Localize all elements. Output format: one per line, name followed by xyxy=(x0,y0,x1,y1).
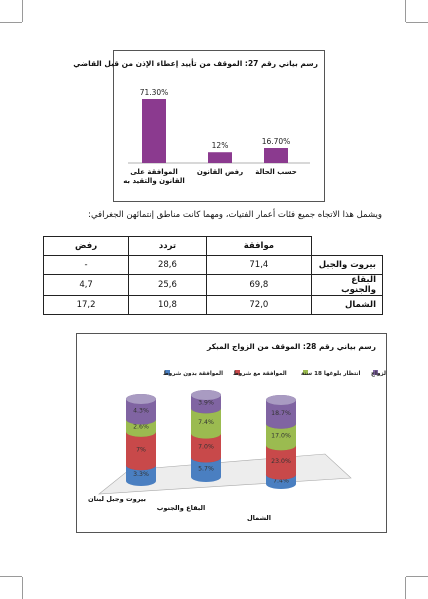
segment-value-label: 7% xyxy=(136,447,146,454)
table-cell: 25,6 xyxy=(128,274,207,296)
table-row: بيروت والجبل 71,4 28,6 - xyxy=(42,255,383,275)
segment-value-label: 18.7% xyxy=(271,410,291,417)
table-cell: - xyxy=(42,255,130,275)
cylinder-segment xyxy=(126,431,156,471)
crop-mark xyxy=(406,22,428,23)
bar xyxy=(264,148,288,163)
segment-value-label: 2.6% xyxy=(133,424,149,431)
category-label: بيروت وجبل لبنان xyxy=(88,495,146,503)
category-label: البقاع والجنوب xyxy=(157,504,206,512)
table-row: البقاع والجنوب 69,8 25,6 4,7 xyxy=(42,274,383,296)
bar xyxy=(142,99,166,163)
category-label: الموافقة على xyxy=(130,168,178,176)
legend-swatch xyxy=(235,370,240,375)
segment-value-label: 3.9% xyxy=(198,400,214,407)
cylinder-cap xyxy=(191,390,221,400)
chart-27-title: رسم بياني رقم 27: الموقف من تأييد إعطاء … xyxy=(73,59,318,68)
crop-mark xyxy=(405,577,406,599)
cylinder-cap xyxy=(126,394,156,404)
segment-value-label: 7.4% xyxy=(198,419,214,426)
table-cell: 71,4 xyxy=(205,255,313,275)
table-cell: 72,0 xyxy=(205,295,313,315)
category-label: الشمال xyxy=(247,514,271,522)
bar-value-label: 71.30% xyxy=(140,88,169,97)
segment-value-label: 7.0% xyxy=(198,444,214,451)
chart-28-box: رسم بياني رقم 28: الموقف من الزواج المبك… xyxy=(76,333,387,533)
category-label: القانون والتقيد به xyxy=(123,177,185,185)
table-header: موافقة xyxy=(205,236,313,256)
cylinder-segment xyxy=(266,400,296,429)
chart-28-title: رسم بياني رقم 28: الموقف من الزواج المبك… xyxy=(206,342,376,351)
table-row: الشمال 72,0 10,8 17,2 xyxy=(42,295,383,315)
table-row-label: الشمال xyxy=(311,295,383,315)
legend-label: رفض الزواج xyxy=(371,371,386,377)
table-corner xyxy=(311,236,383,256)
legend-swatch xyxy=(165,370,170,375)
table-cell: 28,6 xyxy=(128,255,207,275)
cylinder-segment xyxy=(191,433,221,463)
segment-value-label: 7.4% xyxy=(273,477,289,484)
body-paragraph: ويشمل هذا الاتجاه جميع فئات أعمار الفتيا… xyxy=(88,210,382,220)
cylinder-segment xyxy=(266,445,296,480)
table-cell: 10,8 xyxy=(128,295,207,315)
crop-mark xyxy=(405,0,406,22)
data-table: موافقة تردد رفض بيروت والجبل 71,4 28,6 -… xyxy=(42,236,383,315)
table-header: رفض xyxy=(42,236,130,256)
crop-mark xyxy=(406,576,428,577)
chart-27-box: رسم بياني رقم 27: الموقف من تأييد إعطاء … xyxy=(73,50,325,202)
category-label: حسب الحالة xyxy=(255,168,297,176)
table-cell: 17,2 xyxy=(42,295,130,315)
cylinder-segment xyxy=(126,465,156,486)
table-cell: 69,8 xyxy=(205,274,313,296)
cylinder-segment xyxy=(126,419,156,437)
legend-label: انتظار بلوغها 18 سنة xyxy=(301,371,360,377)
crop-mark xyxy=(0,576,22,577)
crop-mark xyxy=(22,577,23,599)
segment-value-label: 5.7% xyxy=(198,465,214,472)
bar-value-label: 16.70% xyxy=(262,137,291,146)
legend-label: الموافقة مع شروط xyxy=(233,371,287,377)
bar-value-label: 12% xyxy=(212,141,229,150)
crop-mark xyxy=(0,22,22,23)
crop-mark xyxy=(22,0,23,22)
legend-swatch xyxy=(373,370,378,375)
segment-value-label: 3.3% xyxy=(133,471,149,478)
bar xyxy=(208,152,232,163)
table-row-label: بيروت والجبل xyxy=(311,255,383,275)
segment-value-label: 23.0% xyxy=(271,458,291,465)
legend-swatch xyxy=(303,370,308,375)
table-header: تردد xyxy=(128,236,207,256)
table-row-label: البقاع والجنوب xyxy=(311,274,383,296)
cylinder-segment xyxy=(126,399,156,425)
legend-label: الموافقة بدون شروط xyxy=(163,371,223,377)
table-cell: 4,7 xyxy=(42,274,130,296)
cylinder-segment xyxy=(266,423,296,451)
segment-value-label: 4.3% xyxy=(133,407,149,414)
chart-28-plot: رفض الزواج انتظار بلوغها 18 سنة الموافقة م… xyxy=(88,370,386,522)
cylinder-segment xyxy=(191,457,221,482)
segment-value-label: 17.0% xyxy=(271,433,291,440)
cylinder-segment xyxy=(191,408,221,439)
category-label: رفض القانون xyxy=(197,168,243,176)
cylinder-cap xyxy=(266,395,296,405)
cylinder-segment xyxy=(191,395,221,414)
table-header-row: موافقة تردد رفض xyxy=(42,236,383,256)
